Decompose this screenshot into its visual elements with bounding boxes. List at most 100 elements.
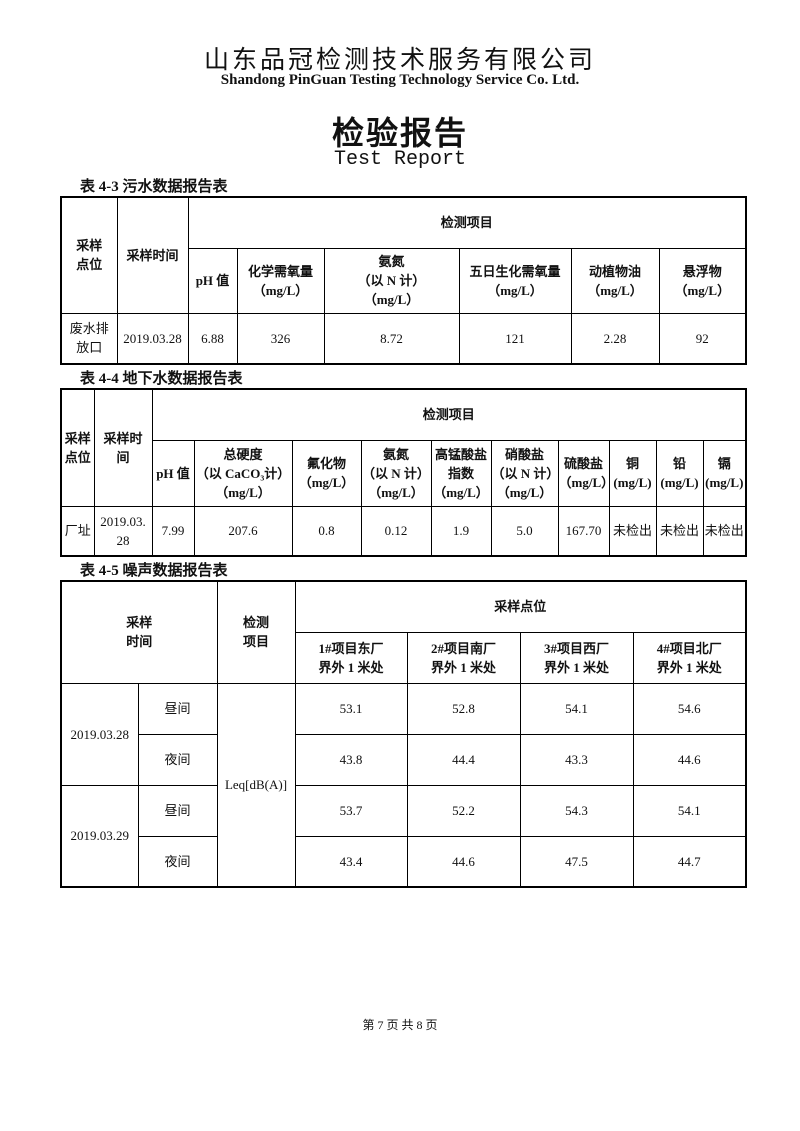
period-cell: 昼间 — [137, 682, 218, 735]
table: 采样 时间 检测 项目 采样点位 1#项目东厂 界外 1 米处 2#项目南厂 界外 1 米处 3#… — [60, 580, 748, 888]
cell-line: （mg/L） — [368, 484, 424, 500]
cell-line: 硝酸盐 — [504, 446, 544, 462]
cell-line: 点位 — [76, 257, 103, 273]
value-cell: 43.8 — [294, 733, 408, 786]
cell-line: 2019.03. — [100, 513, 146, 529]
cell-line: 氟化物 — [306, 456, 346, 471]
cell-line: 动植物油 — [588, 263, 641, 279]
parameter-cell: Leq[dB(A)] — [216, 682, 296, 888]
cell-line: pH 值 — [195, 273, 230, 288]
value-cell: 44.6 — [406, 835, 521, 888]
cell: 92 — [658, 312, 747, 365]
cell-line: 界外 1 米处 — [544, 659, 610, 675]
header-cell: 氨氮 （以 N 计） （mg/L） — [323, 247, 460, 314]
cell-line: 检测 — [243, 615, 270, 631]
cell: 0.8 — [291, 505, 362, 557]
cell: 未检出 — [655, 505, 704, 557]
cell-line: （以 CaCO₃计） — [195, 465, 291, 481]
cell-line: 时间 — [126, 634, 153, 650]
value-cell: 47.5 — [519, 835, 634, 888]
cell-line: 界外 1 米处 — [656, 659, 722, 675]
cell-line: 化学需氧量 — [247, 263, 313, 279]
value-cell: 54.1 — [519, 682, 634, 735]
cell-line: 镉 — [717, 456, 731, 471]
header-cell: 氟化物 （mg/L） — [291, 439, 362, 507]
period-cell: 夜间 — [137, 835, 218, 888]
table-caption: 表 4-4 地下水数据报告表 — [80, 371, 243, 387]
cell: 8.72 — [323, 312, 460, 365]
cell-line: pH 值 — [156, 465, 190, 481]
cell-line: 界外 1 米处 — [318, 659, 384, 675]
header-cell: 镉 (mg/L) — [702, 439, 747, 507]
value-cell: 54.1 — [632, 784, 747, 837]
cell-line: （mg/L） — [487, 282, 543, 298]
period-cell: 夜间 — [137, 733, 218, 786]
cell: 2019.03.28 — [116, 312, 189, 365]
table-row: pH 值 化学需氧量 （mg/L） 氨氮 （以 N 计） （mg/L） 五日生化需氧量 （mg… — [61, 247, 747, 314]
company-name-en: Shandong PinGuan Testing Technology Serv… — [220, 72, 580, 88]
table-row: 采样时间 检测 项目 采样点位 — [60, 580, 747, 684]
cell-line: 界外 1 米处 — [431, 659, 497, 675]
cell: 未检出 — [608, 505, 657, 557]
table-row: 厂址 2019.03. 28 7.99 207.6 0.8 0.12 1.9 5.0 167.70… — [60, 505, 747, 557]
header-cell: 悬浮物 （mg/L） — [658, 247, 747, 314]
cell-line: 高锰酸盐 — [434, 446, 487, 462]
cell-line: 间 — [116, 449, 130, 465]
cell-line: （mg/L） — [674, 282, 731, 298]
header-cell: 检测项目 — [216, 580, 296, 684]
table-row: pH 值 总硬度 （以 CaCO₃计） （mg/L） 氟化物 （mg/L） 氨氮 （以 N 计… — [61, 439, 747, 507]
value-cell: 43.3 — [519, 733, 634, 786]
header-cell: 检测项目 — [151, 388, 747, 441]
cell-line: 指数 — [447, 465, 474, 481]
cell-line: 采样 — [76, 238, 103, 254]
value-cell: 53.7 — [294, 784, 408, 837]
table: 采样 点位 采样时间检测项目 pH 值总硬度 （以 CaCO₃计） （mg/L） 氟化物 （m… — [60, 388, 748, 557]
value-cell: 43.4 — [294, 835, 408, 888]
cell-line: 氨氮 — [382, 446, 409, 462]
cell: 0.12 — [360, 505, 432, 557]
cell-line: 放口 — [76, 340, 103, 356]
header-cell: 五日生化需氧量 （mg/L） — [458, 247, 572, 314]
value-cell: 44.6 — [632, 733, 747, 786]
header-cell: 1#项目东厂 界外 1 米处 — [294, 631, 408, 684]
header-cell: 总硬度 （以 CaCO₃计） （mg/L） — [193, 439, 293, 507]
value-cell: 54.3 — [519, 784, 634, 837]
cell: 7.99 — [151, 505, 195, 557]
cell-line: 2#项目南厂 — [431, 640, 497, 656]
cell: 未检出 — [702, 505, 747, 557]
cell-line: 悬浮物 — [682, 263, 722, 279]
cell-line: （mg/L） — [252, 282, 309, 298]
value-cell: 52.2 — [406, 784, 521, 837]
header-cell: 采样点位 — [294, 580, 747, 633]
table-row: 采样点位采样时间检测项目 — [60, 196, 747, 314]
cell-line: 4#项目北厂 — [656, 640, 722, 656]
cell: 6.88 — [187, 312, 238, 365]
header-cell: 动植物油 （mg/L） — [570, 247, 660, 314]
header-cell: pH 值 — [151, 439, 195, 507]
cell: 厂址 — [60, 505, 95, 557]
header-cell: 3#项目西厂 界外 1 米处 — [519, 631, 634, 684]
cell-line: 采样 — [126, 615, 153, 631]
cell-line: 采样 — [64, 430, 91, 446]
table-row: 夜间 43.8 44.4 43.3 44.6 — [61, 733, 747, 786]
cell: 167.70 — [557, 505, 610, 557]
cell-line: 1#项目东厂 — [318, 640, 384, 656]
cell-line: 点位 — [64, 449, 91, 465]
cell-line: 氨氮 — [378, 254, 405, 269]
cell: 121 — [458, 312, 572, 365]
value-cell: 53.1 — [294, 682, 408, 735]
value-cell: 54.6 — [632, 682, 747, 735]
cell-line: （mg/L） — [215, 484, 271, 500]
cell: 326 — [236, 312, 325, 365]
cell-line: 五日生化需氧量 — [469, 263, 561, 279]
table-row: 1#项目东厂 界外 1 米处 2#项目南厂 界外 1 米处 3#项目西厂 界外 1 米处 4… — [61, 631, 747, 684]
header-cell: 硫酸盐 （mg/L） — [557, 439, 610, 507]
header-cell: 化学需氧量 （mg/L） — [236, 247, 325, 314]
cell-line: (mg/L) — [660, 475, 699, 490]
cell-line: （以 N 计） — [491, 465, 558, 481]
report-title: 检验报告 — [331, 115, 468, 151]
cell-line: 废水排 — [69, 321, 109, 337]
table-caption: 表 4-5 噪声数据报告表 — [80, 563, 228, 579]
company-name: 山东品冠检测技术服务有限公司 — [203, 47, 596, 74]
cell-line: 28 — [116, 532, 130, 548]
